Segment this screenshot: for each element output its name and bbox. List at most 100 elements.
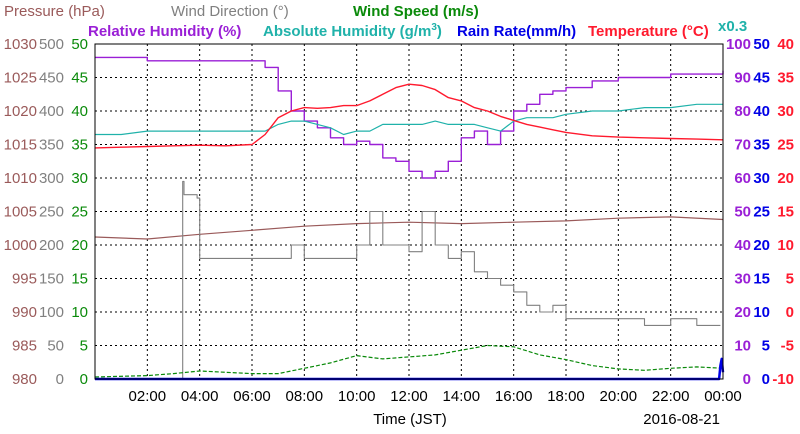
x-tick-label: 00:00 bbox=[704, 388, 742, 405]
date-label: 2016-08-21 bbox=[643, 411, 720, 428]
y-tick-temperature: 10 bbox=[777, 237, 794, 254]
y-tick-humidity: 0 bbox=[743, 371, 751, 388]
legend-wind-speed: Wind Speed (m/s) bbox=[353, 3, 479, 20]
y-tick-rain-rate: 10 bbox=[753, 304, 770, 321]
y-tick-wind-speed: 45 bbox=[71, 70, 88, 87]
x-tick-label: 08:00 bbox=[286, 388, 324, 405]
y-tick-temperature: 25 bbox=[777, 137, 794, 154]
y-tick-wind-direction: 450 bbox=[39, 70, 64, 87]
absolute-humidity-line bbox=[95, 103, 723, 136]
y-tick-wind-direction: 0 bbox=[56, 371, 64, 388]
y-tick-pressure: 1020 bbox=[4, 103, 37, 120]
y-tick-humidity: 70 bbox=[734, 137, 751, 154]
axis-ticks: 02:00 04:00 06:00 08:00 10:00 12:00 14:00 16:00… bbox=[4, 36, 794, 405]
y-tick-rain-rate: 50 bbox=[753, 36, 770, 53]
x-tick-label: 02:00 bbox=[129, 388, 167, 405]
y-tick-wind-speed: 10 bbox=[71, 304, 88, 321]
legend-absolute-humidity-main: Absolute Humidity (g/m bbox=[263, 23, 431, 40]
y-tick-wind-direction: 300 bbox=[39, 170, 64, 187]
y-tick-wind-direction: 50 bbox=[47, 338, 64, 355]
y-tick-pressure: 1000 bbox=[4, 237, 37, 254]
y-tick-temperature: 0 bbox=[786, 304, 794, 321]
y-tick-temperature: -10 bbox=[772, 371, 794, 388]
y-tick-pressure: 1005 bbox=[4, 204, 37, 221]
x-axis-label: Time (JST) bbox=[373, 411, 447, 428]
y-tick-temperature: 20 bbox=[777, 170, 794, 187]
y-tick-pressure: 1015 bbox=[4, 137, 37, 154]
y-tick-humidity: 10 bbox=[734, 338, 751, 355]
y-tick-wind-direction: 150 bbox=[39, 271, 64, 288]
x-tick-label: 20:00 bbox=[600, 388, 638, 405]
y-tick-rain-rate: 40 bbox=[753, 103, 770, 120]
y-tick-pressure: 1010 bbox=[4, 170, 37, 187]
y-tick-humidity: 40 bbox=[734, 237, 751, 254]
wind-direction-line bbox=[95, 180, 721, 380]
y-tick-wind-direction: 100 bbox=[39, 304, 64, 321]
y-tick-wind-direction: 250 bbox=[39, 204, 64, 221]
y-tick-humidity: 50 bbox=[734, 204, 751, 221]
y-tick-wind-speed: 0 bbox=[80, 371, 88, 388]
y-tick-temperature: 35 bbox=[777, 70, 794, 87]
y-tick-pressure: 990 bbox=[12, 304, 37, 321]
y-tick-rain-rate: 20 bbox=[753, 237, 770, 254]
y-tick-humidity: 90 bbox=[734, 70, 751, 87]
y-tick-rain-rate: 30 bbox=[753, 170, 770, 187]
y-tick-temperature: 30 bbox=[777, 103, 794, 120]
y-tick-wind-speed: 5 bbox=[80, 338, 88, 355]
y-tick-wind-speed: 15 bbox=[71, 271, 88, 288]
y-tick-pressure: 1030 bbox=[4, 36, 37, 53]
x-tick-label: 18:00 bbox=[547, 388, 585, 405]
y-tick-wind-direction: 500 bbox=[39, 36, 64, 53]
y-tick-humidity: 80 bbox=[734, 103, 751, 120]
legend-rain-rate: Rain Rate(mm/h) bbox=[457, 23, 576, 40]
y-tick-rain-rate: 35 bbox=[753, 137, 770, 154]
y-tick-rain-rate: 0 bbox=[762, 371, 770, 388]
grid bbox=[95, 44, 723, 379]
y-tick-wind-speed: 20 bbox=[71, 237, 88, 254]
humidity-line bbox=[95, 56, 724, 179]
y-tick-pressure: 985 bbox=[12, 338, 37, 355]
x-tick-label: 12:00 bbox=[390, 388, 428, 405]
y-tick-wind-speed: 30 bbox=[71, 170, 88, 187]
plot-frame bbox=[94, 43, 724, 380]
y-tick-temperature: 40 bbox=[777, 36, 794, 53]
y-tick-rain-rate: 45 bbox=[753, 70, 770, 87]
x-tick-label: 04:00 bbox=[181, 388, 219, 405]
legend-humidity: Relative Humidity (%) bbox=[88, 23, 241, 40]
y-tick-wind-speed: 40 bbox=[71, 103, 88, 120]
legend-wind-direction: Wind Direction (°) bbox=[171, 3, 289, 20]
legend-absolute-humidity-sup: 3 bbox=[431, 22, 437, 33]
y-tick-humidity: 100 bbox=[726, 36, 751, 53]
y-tick-rain-rate: 5 bbox=[762, 338, 770, 355]
x-tick-label: 06:00 bbox=[233, 388, 271, 405]
y-tick-temperature: -5 bbox=[781, 338, 794, 355]
legend-pressure: Pressure (hPa) bbox=[4, 3, 105, 20]
x-tick-label: 22:00 bbox=[652, 388, 690, 405]
legend-scale-note: x0.3 bbox=[718, 18, 747, 35]
y-tick-humidity: 30 bbox=[734, 271, 751, 288]
y-tick-wind-speed: 50 bbox=[71, 36, 88, 53]
y-tick-pressure: 980 bbox=[12, 371, 37, 388]
x-tick-label: 14:00 bbox=[443, 388, 481, 405]
temperature-line bbox=[94, 83, 724, 149]
y-tick-rain-rate: 15 bbox=[753, 271, 770, 288]
y-tick-temperature: 5 bbox=[786, 271, 794, 288]
y-tick-wind-speed: 25 bbox=[71, 204, 88, 221]
y-tick-humidity: 60 bbox=[734, 170, 751, 187]
y-tick-wind-direction: 400 bbox=[39, 103, 64, 120]
y-tick-pressure: 995 bbox=[12, 271, 37, 288]
y-tick-wind-direction: 350 bbox=[39, 137, 64, 154]
y-tick-wind-direction: 200 bbox=[39, 237, 64, 254]
y-tick-pressure: 1025 bbox=[4, 70, 37, 87]
y-tick-rain-rate: 25 bbox=[753, 204, 770, 221]
y-tick-temperature: 15 bbox=[777, 204, 794, 221]
y-tick-humidity: 20 bbox=[734, 304, 751, 321]
legend-absolute-humidity-end: ) bbox=[437, 23, 442, 40]
legend-temperature: Temperature (°C) bbox=[588, 23, 709, 40]
legend-absolute-humidity: Absolute Humidity (g/m3) bbox=[263, 22, 442, 40]
x-tick-label: 10:00 bbox=[338, 388, 376, 405]
y-tick-wind-speed: 35 bbox=[71, 137, 88, 154]
wind-speed-line bbox=[94, 344, 724, 378]
x-tick-label: 16:00 bbox=[495, 388, 533, 405]
